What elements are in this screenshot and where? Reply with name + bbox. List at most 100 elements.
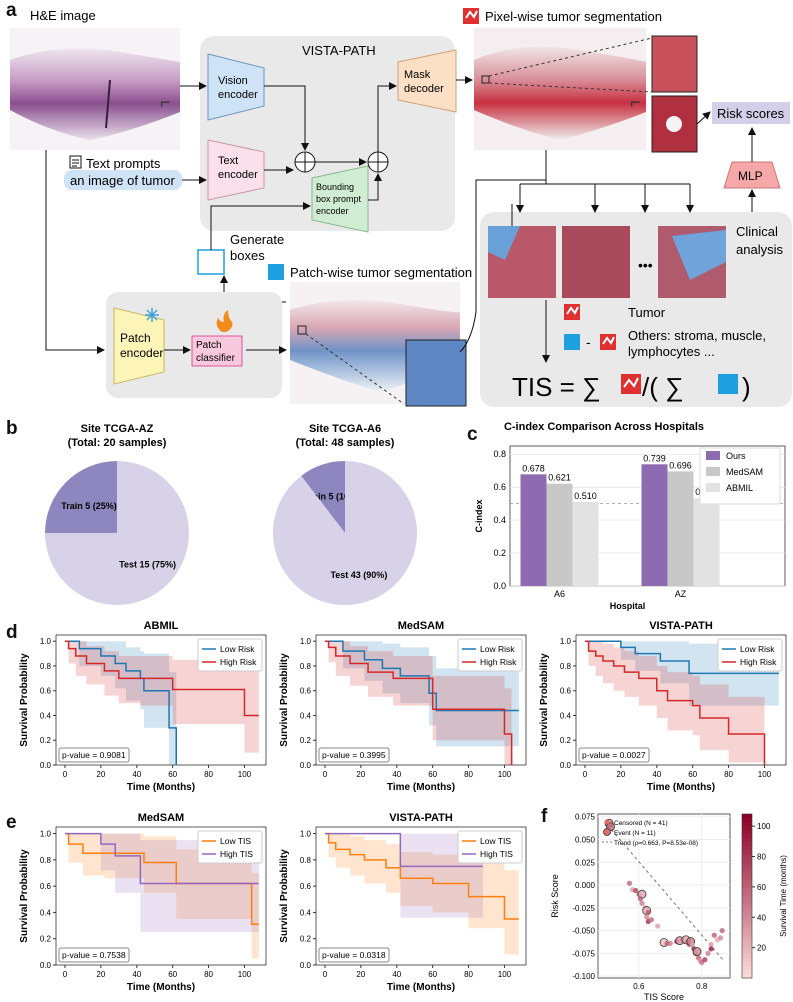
colorbar-cell xyxy=(742,883,752,889)
censored-point xyxy=(719,928,725,934)
x-tick-label: 20 xyxy=(96,770,105,779)
y-tick-label: 0.2 xyxy=(560,736,572,745)
survival-curve-0 xyxy=(584,640,779,675)
patch-encoder-label-1: Patch xyxy=(120,331,151,345)
pixel-seg-title: Pixel-wise tumor segmentation xyxy=(485,9,662,24)
svg-text:⌐: ⌐ xyxy=(160,92,171,112)
patch-encoder-label-2: encoder xyxy=(120,346,163,360)
x-tick-label: 40 xyxy=(392,770,401,779)
ci-band-0 xyxy=(64,641,177,765)
clinical-analysis-label-2: analysis xyxy=(736,242,783,257)
bbox-encoder-label-3: encoder xyxy=(316,206,349,216)
colorbar-cell xyxy=(742,818,752,823)
y-tick-label: -0.050 xyxy=(572,927,595,936)
km-title: VISTA-PATH xyxy=(389,812,453,824)
colorbar-cell xyxy=(742,961,752,967)
y-tick-label: 0.8 xyxy=(493,449,506,459)
chart-title: C-index Comparison Across Hospitals xyxy=(504,421,704,433)
x-tick-label: 20 xyxy=(356,770,365,779)
legend-label: Event (N = 11) xyxy=(614,830,656,837)
legend-label: High TIS xyxy=(480,849,513,859)
blue-patch-icon-3 xyxy=(268,264,284,280)
legend-box xyxy=(197,638,263,672)
y-tick-label: 0.0 xyxy=(300,961,312,970)
colorbar-cell xyxy=(742,965,752,971)
colorbar-cell xyxy=(742,900,752,905)
box-outline-icon xyxy=(197,249,225,275)
mlp-block xyxy=(723,161,781,189)
text-encoder-label-2: encoder xyxy=(218,169,258,181)
colorbar-cell xyxy=(742,941,752,946)
y-tick-label: 0.8 xyxy=(560,662,572,671)
y-tick-label: 0.0 xyxy=(40,761,52,770)
x-tick-label: 0 xyxy=(583,770,588,779)
y-tick-label: 1.0 xyxy=(300,830,312,839)
pie-slice-test xyxy=(45,461,189,605)
red-tumor-icon xyxy=(463,8,479,24)
legend-label: Censored (N = 41) xyxy=(614,820,668,827)
x-tick-label: 0 xyxy=(63,970,68,979)
y-axis-label: Survival Probability xyxy=(19,849,30,943)
x-tick-label: 80 xyxy=(724,770,733,779)
survival-curve-0 xyxy=(64,640,178,765)
censored-point xyxy=(705,950,711,956)
bbox-encoder-label-2: box prompt xyxy=(316,194,362,204)
colorbar-cell xyxy=(742,822,752,827)
y-tick-label: 0.2 xyxy=(300,736,312,745)
censored-point xyxy=(633,887,639,894)
x-axis-label: Time (Months) xyxy=(387,982,455,993)
y-tick-label: 0.8 xyxy=(300,662,312,671)
x-tick-label: 100 xyxy=(758,770,772,779)
y-tick-label: 0.8 xyxy=(300,856,312,865)
legend-label: MedSAM xyxy=(726,467,763,477)
colorbar-cell xyxy=(742,969,752,975)
x-tick-label: 100 xyxy=(238,970,252,979)
censored-point xyxy=(639,900,645,906)
vista-path-title: VISTA-PATH xyxy=(302,43,376,58)
colorbar-cell xyxy=(742,855,752,860)
patch-encoder-block xyxy=(113,307,165,385)
legend-label: Trend (ρ=0.663, P=8.53e-08) xyxy=(614,840,698,847)
bar-ours xyxy=(520,474,547,586)
km-medsam-chart: MedSAM 0.0 0.2 0.4 0.6 0.8 1.0 0 20 40 60 80 100 Time… xyxy=(279,620,527,793)
x-axis-label: Time (Months) xyxy=(387,782,455,793)
pvalue-box xyxy=(58,747,130,763)
blue-patch-icon-2 xyxy=(718,374,738,394)
y-axis-label: Risk Score xyxy=(550,874,560,918)
plot-frame xyxy=(597,813,731,979)
y-tick-label: 1.0 xyxy=(40,637,52,646)
legend-event-marker xyxy=(603,828,611,836)
fire-icon xyxy=(216,310,233,332)
colorbar-cell xyxy=(742,937,752,942)
generate-boxes-label-1: Generate xyxy=(230,232,284,247)
legend-censored-marker xyxy=(604,819,610,825)
mlp-label: MLP xyxy=(738,169,763,183)
patch-zoom-inset xyxy=(405,339,467,407)
colorbar-cell xyxy=(742,838,752,844)
colorbar-cell xyxy=(742,875,752,881)
colorbar-cell xyxy=(742,957,752,963)
ci-band-1 xyxy=(324,833,483,918)
y-tick-label: 1.0 xyxy=(300,637,312,646)
y-tick-label: 0.6 xyxy=(40,687,52,696)
censored-point xyxy=(655,923,661,929)
censored-point xyxy=(708,946,714,952)
colorbar-cell xyxy=(742,932,752,938)
panel-label-a: a xyxy=(6,0,17,21)
prompt-chip xyxy=(64,170,182,190)
colorbar-cell xyxy=(742,830,752,835)
survival-curve-1 xyxy=(324,640,513,765)
risk-vs-tis-scatter: 0.075 0.050 0.025 0.000 -0.025 -0.050 -0.075 -0… xyxy=(550,813,788,1002)
colorbar-cell xyxy=(742,924,752,930)
x-tick-label: 40 xyxy=(652,770,661,779)
colorbar-tick-label: 20 xyxy=(757,944,766,953)
x-axis-label: Time (Months) xyxy=(127,782,195,793)
y-tick-label: 0.6 xyxy=(40,882,52,891)
panel-label-f: f xyxy=(541,806,548,827)
y-tick-label: 0.4 xyxy=(40,908,52,917)
survival-curve-0 xyxy=(324,640,519,712)
tumor-label: Tumor xyxy=(628,305,666,320)
y-tick-label: 0.0 xyxy=(493,581,506,591)
svg-text:⌐: ⌐ xyxy=(630,92,641,112)
minus-sign: - xyxy=(586,334,591,350)
